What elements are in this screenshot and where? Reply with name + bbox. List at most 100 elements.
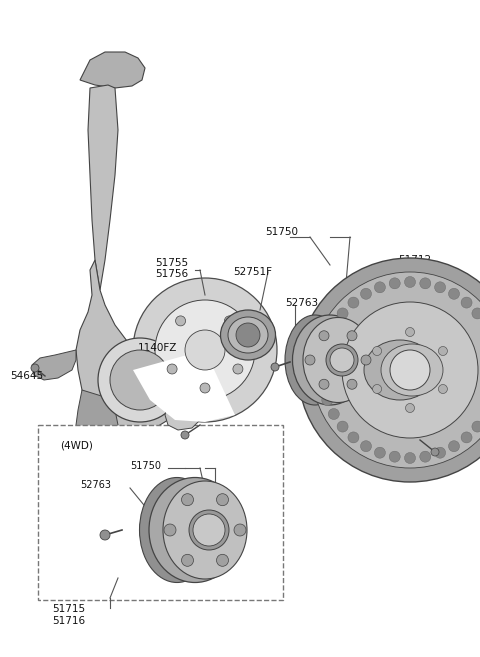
Circle shape bbox=[98, 338, 182, 422]
Circle shape bbox=[405, 277, 416, 288]
Circle shape bbox=[164, 524, 176, 536]
Circle shape bbox=[431, 448, 439, 456]
Ellipse shape bbox=[149, 478, 241, 583]
Circle shape bbox=[271, 363, 279, 371]
Circle shape bbox=[167, 364, 177, 374]
Circle shape bbox=[448, 288, 459, 300]
Text: 1220FS: 1220FS bbox=[400, 430, 439, 440]
Circle shape bbox=[110, 350, 170, 410]
Circle shape bbox=[337, 308, 348, 319]
Text: 51755: 51755 bbox=[155, 258, 188, 268]
Circle shape bbox=[31, 364, 39, 372]
Circle shape bbox=[233, 364, 243, 374]
Text: 51716: 51716 bbox=[52, 616, 85, 626]
Circle shape bbox=[347, 379, 357, 389]
Circle shape bbox=[100, 530, 110, 540]
Circle shape bbox=[390, 350, 430, 390]
Circle shape bbox=[298, 258, 480, 482]
Text: 51750: 51750 bbox=[130, 461, 161, 471]
Circle shape bbox=[234, 524, 246, 536]
Ellipse shape bbox=[292, 315, 368, 405]
Circle shape bbox=[472, 421, 480, 432]
Polygon shape bbox=[165, 395, 200, 430]
Text: 52763: 52763 bbox=[285, 298, 318, 308]
Circle shape bbox=[337, 421, 348, 432]
Circle shape bbox=[405, 453, 416, 463]
Text: 51750: 51750 bbox=[265, 227, 298, 237]
Circle shape bbox=[372, 384, 382, 394]
Circle shape bbox=[461, 432, 472, 443]
Text: 51715: 51715 bbox=[52, 604, 85, 614]
Ellipse shape bbox=[140, 478, 215, 583]
Circle shape bbox=[434, 282, 445, 293]
Circle shape bbox=[361, 355, 371, 365]
Circle shape bbox=[322, 395, 333, 405]
Circle shape bbox=[330, 348, 354, 372]
Circle shape bbox=[420, 278, 431, 289]
Circle shape bbox=[389, 278, 400, 289]
Circle shape bbox=[448, 441, 459, 452]
Circle shape bbox=[305, 355, 315, 365]
Circle shape bbox=[360, 441, 372, 452]
Ellipse shape bbox=[189, 510, 229, 550]
Ellipse shape bbox=[364, 340, 436, 400]
Circle shape bbox=[342, 302, 478, 438]
Circle shape bbox=[434, 447, 445, 458]
Circle shape bbox=[216, 493, 228, 506]
Circle shape bbox=[328, 321, 339, 332]
Circle shape bbox=[318, 380, 329, 391]
Circle shape bbox=[176, 316, 186, 326]
Circle shape bbox=[348, 297, 359, 308]
Circle shape bbox=[236, 323, 260, 347]
Circle shape bbox=[185, 330, 225, 370]
Circle shape bbox=[328, 409, 339, 420]
Text: 1140FZ: 1140FZ bbox=[138, 343, 178, 353]
Polygon shape bbox=[88, 85, 118, 290]
Circle shape bbox=[319, 330, 329, 341]
Circle shape bbox=[406, 403, 415, 413]
Text: (4WD): (4WD) bbox=[60, 440, 93, 450]
Circle shape bbox=[360, 288, 372, 300]
Circle shape bbox=[316, 365, 327, 376]
Ellipse shape bbox=[163, 481, 247, 579]
Circle shape bbox=[318, 350, 329, 360]
Polygon shape bbox=[76, 260, 185, 432]
Circle shape bbox=[420, 451, 431, 462]
Polygon shape bbox=[76, 390, 118, 440]
Ellipse shape bbox=[381, 344, 443, 396]
Circle shape bbox=[438, 346, 447, 355]
Ellipse shape bbox=[285, 315, 345, 405]
Circle shape bbox=[216, 555, 228, 566]
Circle shape bbox=[389, 451, 400, 462]
Circle shape bbox=[322, 334, 333, 346]
Polygon shape bbox=[180, 340, 215, 377]
Polygon shape bbox=[80, 52, 145, 88]
Text: 54645: 54645 bbox=[10, 371, 43, 381]
Circle shape bbox=[319, 379, 329, 389]
Text: 51712: 51712 bbox=[398, 255, 431, 265]
Circle shape bbox=[193, 514, 225, 546]
Ellipse shape bbox=[220, 310, 276, 360]
Text: 52763: 52763 bbox=[80, 480, 111, 490]
Ellipse shape bbox=[326, 344, 358, 376]
Circle shape bbox=[372, 346, 382, 355]
Circle shape bbox=[133, 278, 277, 422]
Circle shape bbox=[406, 327, 415, 336]
Circle shape bbox=[155, 300, 255, 400]
Circle shape bbox=[225, 316, 234, 326]
Ellipse shape bbox=[228, 317, 268, 353]
Circle shape bbox=[348, 432, 359, 443]
Text: 52751F: 52751F bbox=[233, 267, 272, 277]
Circle shape bbox=[472, 308, 480, 319]
Circle shape bbox=[461, 297, 472, 308]
Circle shape bbox=[200, 383, 210, 393]
Polygon shape bbox=[133, 350, 235, 422]
Circle shape bbox=[374, 282, 385, 293]
Circle shape bbox=[347, 330, 357, 341]
Ellipse shape bbox=[303, 317, 373, 403]
Text: 51756: 51756 bbox=[155, 269, 188, 279]
FancyBboxPatch shape bbox=[38, 425, 283, 600]
Circle shape bbox=[312, 272, 480, 468]
Circle shape bbox=[181, 555, 193, 566]
Polygon shape bbox=[32, 350, 76, 380]
